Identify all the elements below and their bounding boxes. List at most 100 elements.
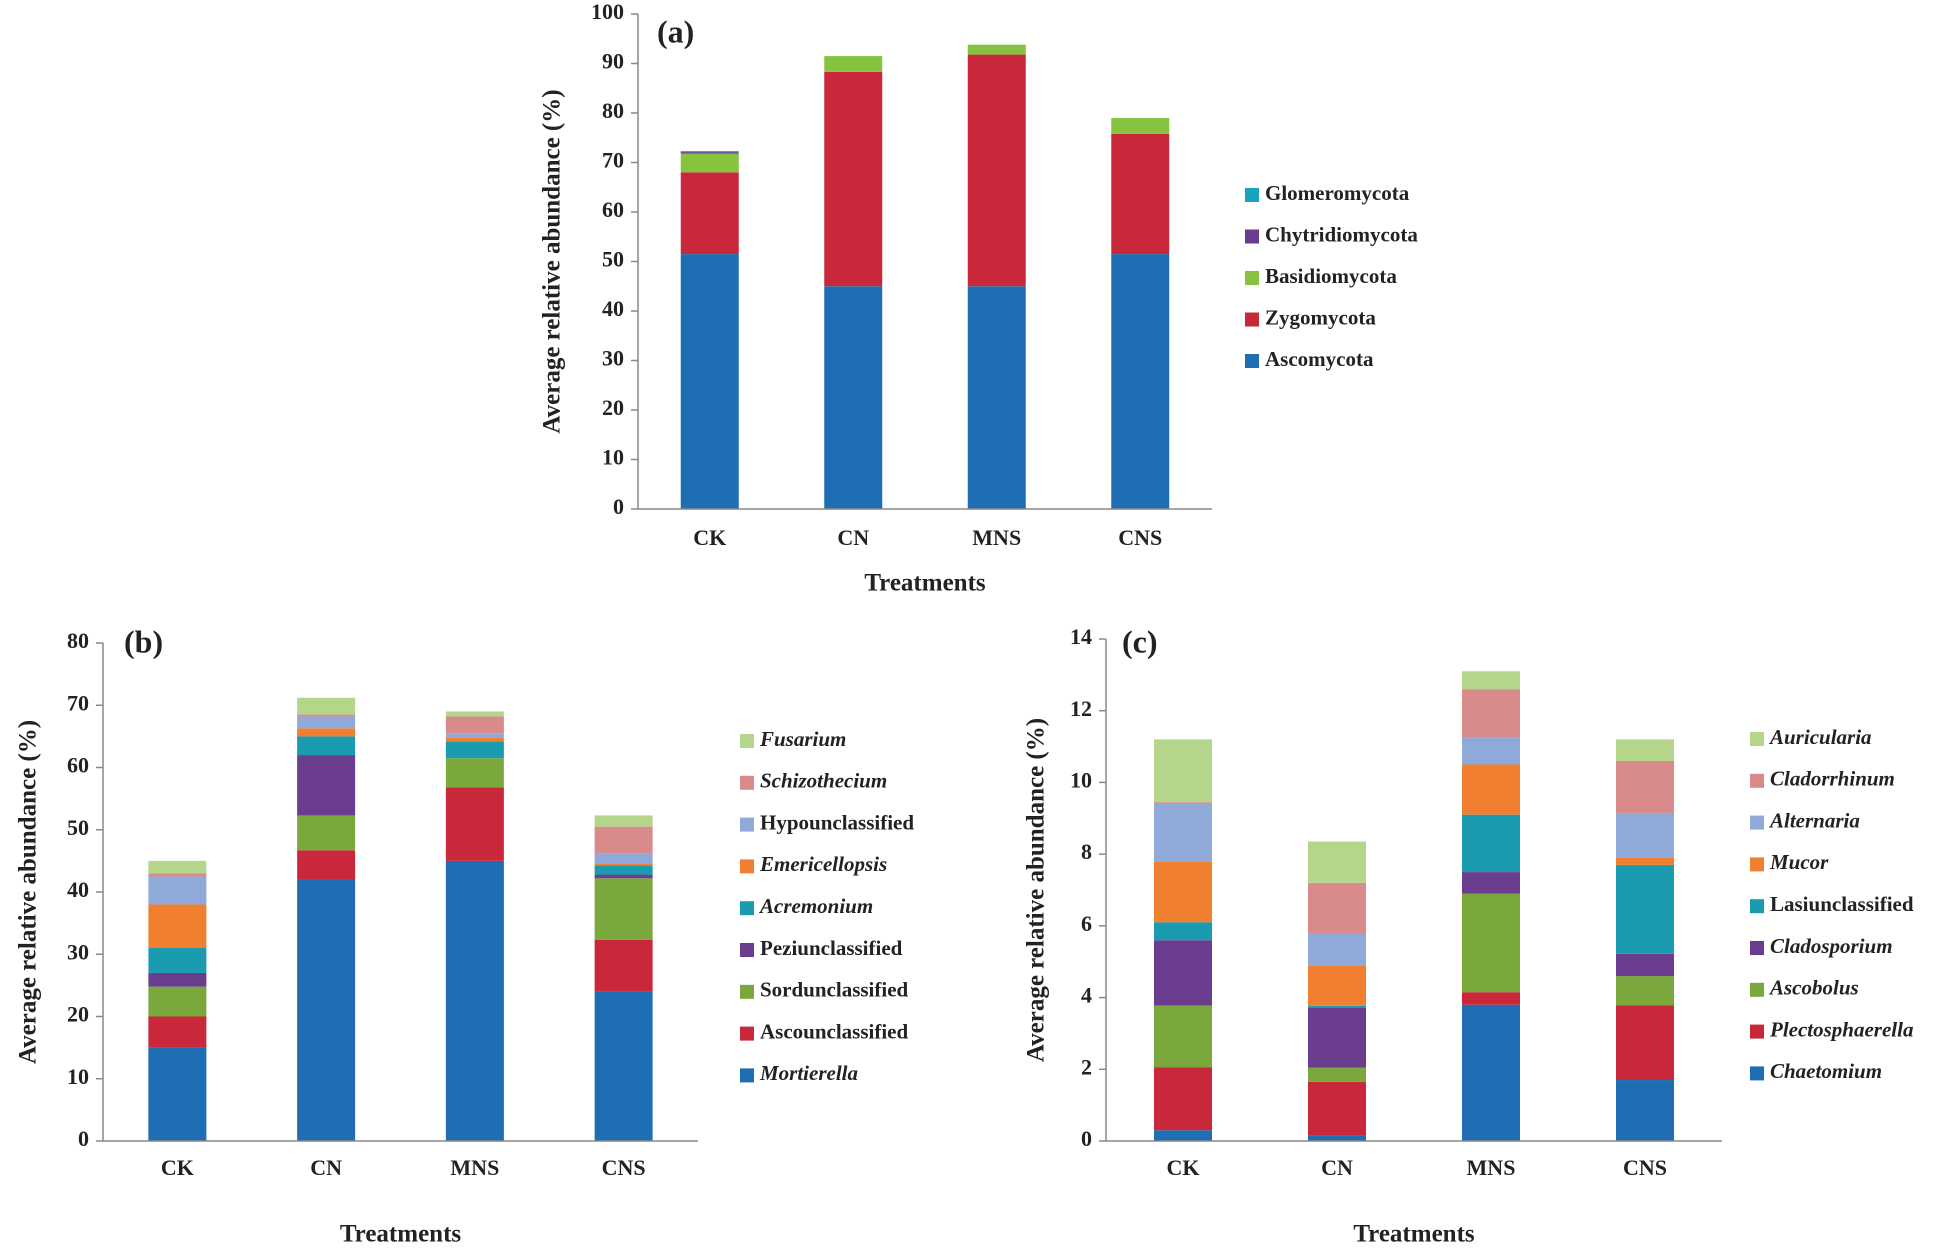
legend-label: Ascobolus [1768,976,1859,1000]
bar-segment [680,172,739,255]
legend-label: Schizothecium [760,769,887,793]
bar-segment [967,44,1026,55]
legend-swatch [1245,354,1259,368]
legend-swatch [1750,982,1764,997]
legend-swatch [1245,229,1259,244]
y-tick-label: 60 [67,753,89,778]
bar-segment [594,826,653,854]
legend-swatch [740,775,754,790]
bar-segment [1154,940,1212,1006]
bar-segment [680,151,739,153]
y-tick-label: 40 [602,296,624,321]
x-tick-label: MNS [450,1155,499,1180]
bar-segment [1616,857,1674,865]
bar-segment [1462,814,1520,873]
y-tick-label: 0 [1081,1126,1092,1151]
y-tick-label: 80 [602,98,624,123]
legend-label: Emericellopsis [759,852,887,876]
legend-swatch [740,901,754,916]
bar-segment [1308,1005,1366,1008]
bar-segment [1308,933,1366,966]
bar-segment [1462,992,1520,1005]
bar-segment [1462,689,1520,738]
legend-label: Acremonium [758,894,873,918]
legend-swatch [740,734,754,748]
legend-label: Mucor [1769,850,1829,874]
y-tick-label: 30 [602,346,624,371]
bar-segment [445,758,504,788]
bar-segment [148,876,207,905]
bar-segment [1308,1067,1366,1082]
y-tick-label: 50 [67,815,89,840]
bar-segment [1616,760,1674,813]
y-tick-label: 10 [67,1064,89,1089]
x-tick-label: CN [1321,1155,1353,1180]
bar-segment [297,850,356,880]
bar-segment [1154,803,1212,862]
legend-swatch [1750,899,1764,914]
x-tick-label: CNS [1623,1155,1667,1180]
bar-segment [148,972,207,987]
bar-segment [445,733,504,738]
y-tick-label: 20 [67,1002,89,1027]
bar-segment [1308,1007,1366,1068]
bar-segment [297,755,356,816]
legend-label: Lasiunclassified [1770,892,1914,916]
y-tick-label: 70 [67,690,89,715]
legend-swatch [740,817,754,832]
y-tick-label: 4 [1081,983,1092,1008]
legend-swatch [740,984,754,999]
legend-label: Hypounclassified [760,810,914,834]
bar-segment [680,153,739,173]
bar-segment [1616,1005,1674,1081]
bar-segment [1154,861,1212,923]
bar-segment [1462,671,1520,690]
bar-segment [148,986,207,1017]
x-tick-label: CN [837,525,869,550]
bar-segment [1462,764,1520,815]
y-tick-label: 30 [67,939,89,964]
y-axis-title: Average relative abundance (%) [539,89,566,433]
y-tick-label: 50 [602,247,624,272]
x-tick-label: CNS [602,1155,646,1180]
x-tick-label: CNS [1118,525,1162,550]
bar-segment [824,286,883,509]
bar-segment [148,860,207,874]
bar-segment [594,874,653,879]
bar-segment [297,815,356,851]
legend-label: Chytridiomycota [1265,222,1418,246]
legend-swatch [1750,1066,1764,1081]
bar-segment [1616,864,1674,954]
y-tick-label: 2 [1081,1054,1092,1079]
bar-segment [445,741,504,759]
bar-segment [148,873,207,877]
legend-swatch [1750,1024,1764,1039]
bar-segment [445,860,504,1141]
legend-label: Glomeromycota [1265,181,1410,205]
y-tick-label: 40 [67,877,89,902]
bar-segment [1111,254,1170,509]
bar-segment [1308,1081,1366,1136]
y-tick-label: 6 [1081,911,1092,936]
bar-segment [1308,1135,1366,1141]
y-tick-label: 0 [613,494,624,519]
bar-segment [297,697,356,715]
bar-segment [297,714,356,717]
y-tick-label: 60 [602,197,624,222]
legend-swatch [1245,188,1259,202]
y-tick-label: 12 [1070,696,1092,721]
legend-swatch [1750,732,1764,746]
bar-segment [445,737,504,742]
y-tick-label: 10 [1070,767,1092,792]
x-tick-label: CK [161,1155,194,1180]
bar-segment [1616,1080,1674,1141]
legend-swatch [740,1068,754,1083]
bar-segment [148,948,207,973]
bar-segment [1111,117,1170,134]
bar-segment [1616,953,1674,977]
bar-segment [594,853,653,864]
legend-swatch [740,943,754,957]
bar-segment [824,56,883,72]
y-tick-label: 20 [602,395,624,420]
legend-label: Basidiomycota [1265,264,1397,288]
